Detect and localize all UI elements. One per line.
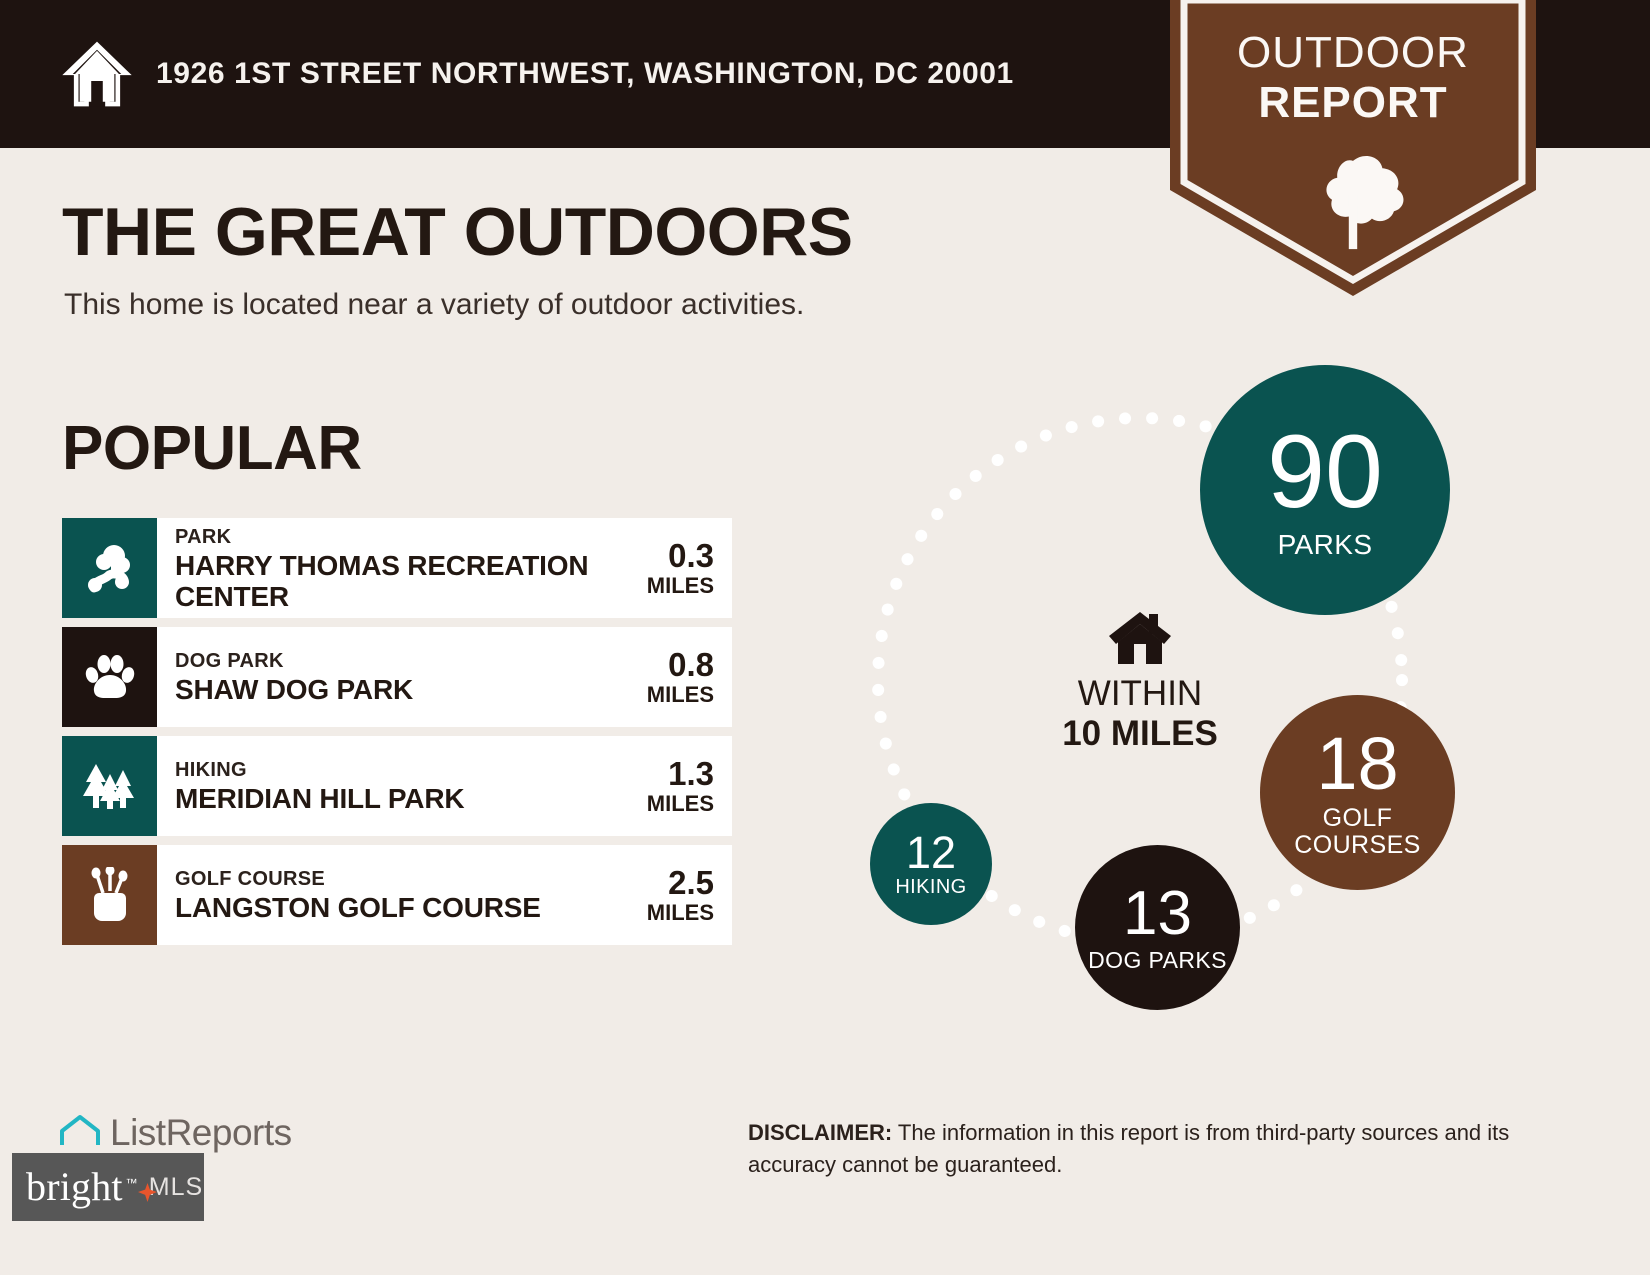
bubble-label: GOLF COURSES (1294, 804, 1421, 859)
disclaimer-label: DISCLAIMER: (748, 1120, 893, 1145)
distance-unit: MILES (646, 573, 714, 598)
list-item[interactable]: PARK HARRY THOMAS RECREATION CENTER 0.3 … (62, 518, 732, 618)
bubble-value: 13 (1123, 878, 1192, 948)
list-item[interactable]: DOG PARK SHAW DOG PARK 0.8 MILES (62, 627, 732, 727)
badge-line1: OUTDOOR (1237, 28, 1469, 77)
badge-title: OUTDOOR REPORT (1170, 28, 1536, 128)
list-item-distance: 0.3 MILES (604, 518, 732, 618)
disclaimer: DISCLAIMER: The information in this repo… (748, 1117, 1603, 1181)
list-item-text: GOLF COURSE LANGSTON GOLF COURSE (175, 867, 541, 923)
bubble-value: 18 (1316, 722, 1399, 806)
distance-value: 0.8 (668, 646, 714, 683)
house-outline-icon (60, 1115, 100, 1153)
distance-value: 2.5 (668, 864, 714, 901)
list-item-category: GOLF COURSE (175, 868, 325, 890)
bubble-parks: 90 PARKS (1200, 365, 1450, 615)
pine-trees-icon (82, 764, 134, 809)
bubble-label: HIKING (895, 876, 967, 898)
mls-label: MLS (148, 1172, 204, 1201)
home-icon (1109, 612, 1171, 664)
distance-unit: MILES (646, 900, 714, 925)
distance-unit: MILES (646, 682, 714, 707)
bubble-value: 12 (905, 827, 957, 878)
popular-heading: POPULAR (62, 414, 362, 483)
golf-icon-tile (62, 845, 157, 945)
listreports-logo: ListReports (58, 1112, 292, 1154)
bubble-golf-courses: 18 GOLF COURSES (1260, 695, 1455, 890)
property-address: 1926 1ST STREET NORTHWEST, WASHINGTON, D… (156, 57, 1014, 90)
header-content: 1926 1ST STREET NORTHWEST, WASHINGTON, D… (60, 0, 1014, 148)
outdoor-report-badge: OUTDOOR REPORT (1170, 0, 1536, 296)
list-item-body: PARK HARRY THOMAS RECREATION CENTER (157, 518, 604, 618)
popular-list: PARK HARRY THOMAS RECREATION CENTER 0.3 … (62, 518, 732, 954)
list-item-distance: 2.5 MILES (604, 845, 732, 945)
park-icon (87, 545, 130, 593)
list-item-body: GOLF COURSE LANGSTON GOLF COURSE (157, 845, 604, 945)
list-item-name: HARRY THOMAS RECREATION CENTER (175, 549, 589, 612)
page-title: THE GREAT OUTDOORS (62, 194, 853, 270)
bright-word: bright (26, 1164, 123, 1209)
distance-value: 0.3 (668, 537, 714, 574)
bubble-value: 90 (1267, 414, 1383, 531)
park-icon-tile (62, 518, 157, 618)
list-item-distance: 1.3 MILES (604, 736, 732, 836)
list-item-name: SHAW DOG PARK (175, 674, 413, 705)
list-item-body: HIKING MERIDIAN HILL PARK (157, 736, 604, 836)
disclaimer-text: The information in this report is from t… (748, 1120, 1510, 1177)
list-item-category: HIKING (175, 759, 247, 781)
list-item-name: LANGSTON GOLF COURSE (175, 892, 541, 923)
list-item-category: PARK (175, 525, 232, 548)
list-item-text: HIKING MERIDIAN HILL PARK (175, 758, 465, 814)
chart-center-label: WITHIN 10 MILES (1025, 610, 1255, 754)
page-subtitle: This home is located near a variety of o… (64, 288, 805, 321)
distance-value: 1.3 (668, 755, 714, 792)
listreports-wordmark: ListReports (110, 1112, 292, 1153)
dog-park-icon-tile (62, 627, 157, 727)
bubble-label: DOG PARKS (1088, 946, 1227, 973)
bright-wordmark: bright ™ (26, 1164, 157, 1209)
list-item[interactable]: GOLF COURSE LANGSTON GOLF COURSE 2.5 MIL… (62, 845, 732, 945)
spark-icon (138, 1183, 157, 1202)
golf-bag-icon (91, 867, 127, 921)
list-item-text: PARK HARRY THOMAS RECREATION CENTER (175, 525, 596, 612)
tree-icon (1326, 156, 1404, 250)
bright-mls-badge: bright ™ MLS (12, 1153, 204, 1221)
paw-icon (85, 655, 134, 699)
list-item[interactable]: HIKING MERIDIAN HILL PARK 1.3 MILES (62, 736, 732, 836)
list-item-text: DOG PARK SHAW DOG PARK (175, 649, 413, 705)
badge-shape (1170, 0, 1536, 296)
center-line1: WITHIN (1077, 674, 1203, 713)
bubble-hiking: 12 HIKING (870, 803, 992, 925)
within-10-miles-chart: WITHIN 10 MILES 90 PARKS 18 GOLF COURSES… (820, 350, 1610, 1070)
list-item-category: DOG PARK (175, 650, 284, 672)
bubble-dog-parks: 13 DOG PARKS (1075, 845, 1240, 1010)
center-line2: 10 MILES (1062, 714, 1218, 753)
list-item-name: MERIDIAN HILL PARK (175, 783, 465, 814)
badge-line2: REPORT (1258, 78, 1448, 127)
home-icon (62, 41, 132, 107)
list-item-body: DOG PARK SHAW DOG PARK (157, 627, 604, 727)
distance-unit: MILES (646, 791, 714, 816)
bubble-label: PARKS (1277, 529, 1373, 561)
trademark-symbol: ™ (125, 1176, 138, 1190)
list-item-distance: 0.8 MILES (604, 627, 732, 727)
hiking-icon-tile (62, 736, 157, 836)
